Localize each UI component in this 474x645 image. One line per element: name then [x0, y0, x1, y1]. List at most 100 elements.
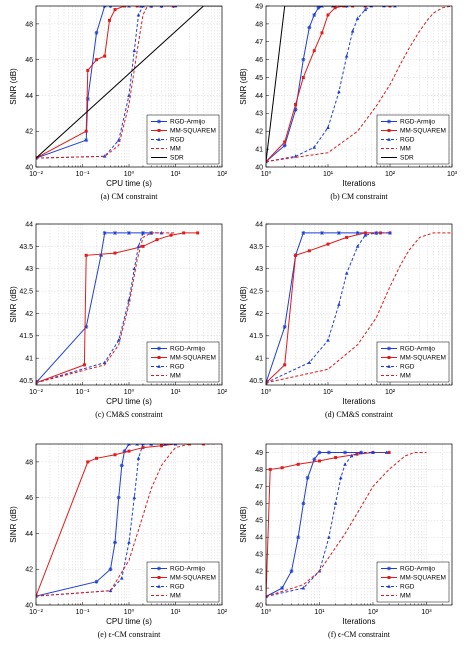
series-line-mm-squarem — [36, 444, 204, 597]
legend-marker — [157, 356, 161, 359]
y-tick-label: 49 — [255, 3, 263, 10]
subfigure-caption: (a) CM constraint — [101, 192, 159, 201]
legend-label: RGD-Armijo — [400, 346, 435, 353]
legend-marker — [157, 364, 161, 368]
data-point — [163, 444, 167, 446]
data-point — [378, 231, 382, 235]
y-tick-label: 40 — [255, 164, 263, 171]
y-tick-label: 45 — [255, 518, 263, 525]
y-tick-label: 46 — [255, 501, 263, 508]
legend-label: MM — [400, 146, 411, 153]
data-point — [293, 107, 298, 112]
x-axis-label: Iterations — [343, 179, 376, 188]
axes-frame — [265, 223, 453, 386]
x-tick-label: 10³ — [447, 171, 458, 178]
data-point — [384, 450, 389, 454]
series-line-rgd-armijo — [266, 232, 377, 383]
subfigure-caption: (b) CM constraint — [330, 192, 388, 201]
data-point — [132, 48, 137, 53]
legend-marker — [387, 576, 391, 579]
axes-frame — [35, 5, 223, 168]
data-point — [187, 444, 191, 446]
axes-frame — [265, 5, 453, 168]
legend: RGD-Armijo MM-SQUAREM RGD MM SDR — [376, 114, 450, 165]
x-tick-label: 10⁰ — [261, 388, 272, 396]
subfigure-caption: (e) ϵ-CM constraint — [98, 630, 162, 639]
data-point — [374, 230, 379, 235]
x-tick-label: 10¹ — [314, 609, 325, 616]
data-point — [127, 449, 131, 453]
data-point — [102, 230, 107, 235]
data-point — [266, 594, 268, 598]
y-axis-label: SINR (dB) — [9, 68, 18, 105]
data-point — [301, 230, 306, 235]
legend-label: RGD-Armijo — [400, 566, 435, 573]
data-point — [363, 7, 368, 11]
x-axis-label: CPU time (s) — [106, 617, 152, 626]
data-point — [171, 6, 175, 8]
y-tick-label: 42 — [25, 129, 33, 136]
y-tick-label: 41 — [255, 356, 263, 363]
series-line-rgd-armijo — [36, 6, 174, 159]
data-point — [160, 444, 164, 448]
data-point — [283, 140, 287, 144]
data-point — [141, 244, 145, 248]
y-tick-label: 44 — [255, 93, 263, 100]
y-tick-label: 45 — [255, 75, 263, 82]
data-point — [301, 57, 306, 62]
data-point — [307, 249, 311, 253]
data-point — [108, 588, 113, 593]
y-tick-label: 42.5 — [19, 288, 33, 295]
data-point — [201, 444, 205, 446]
data-point — [307, 25, 312, 30]
series-group — [36, 230, 200, 385]
series-line-sdr — [266, 6, 390, 162]
data-point — [350, 29, 355, 33]
legend-label: MM — [170, 146, 181, 153]
data-point — [334, 456, 338, 460]
legend-marker — [387, 129, 391, 132]
data-point — [122, 449, 127, 454]
series-line-mm-squarem — [36, 6, 174, 159]
legend-marker — [387, 356, 391, 359]
data-point — [363, 6, 367, 8]
data-point — [84, 138, 89, 143]
y-tick-label: 42 — [255, 569, 263, 576]
chart-panel-3: 10⁰ 10¹ 10² 40.5 41 41.5 42 42.5 43 43.5 44 Iterati… — [239, 221, 453, 419]
data-point — [85, 97, 90, 102]
data-point — [312, 12, 317, 17]
data-point — [127, 540, 131, 544]
series-group — [36, 444, 215, 599]
series-line-rgd — [36, 444, 176, 597]
data-point — [94, 30, 99, 35]
x-tick-label: 10¹ — [170, 171, 181, 178]
series-line-rgd — [266, 6, 395, 163]
series-line-rgd-armijo — [36, 232, 152, 384]
data-point — [312, 49, 316, 53]
legend-marker — [387, 137, 391, 141]
y-tick-label: 43 — [255, 266, 263, 273]
legend-label: MM-SQUAREM — [170, 128, 216, 135]
data-point — [351, 6, 355, 8]
y-tick-label: 44 — [25, 221, 33, 228]
data-point — [136, 12, 141, 17]
data-point — [371, 450, 375, 454]
legend-label: MM — [400, 593, 411, 600]
data-point — [388, 230, 392, 235]
data-point — [86, 460, 90, 464]
legend-label: RGD — [400, 137, 415, 144]
x-tick-label: 10⁰ — [124, 170, 135, 178]
data-point — [349, 453, 354, 458]
x-tick-label: 10⁻² — [29, 389, 43, 396]
data-point — [296, 462, 300, 466]
legend: RGD-Armijo MM-SQUAREM RGD MM — [376, 561, 450, 603]
data-point — [289, 569, 294, 574]
series-line-mm-squarem — [266, 6, 390, 162]
y-tick-label: 44 — [255, 535, 263, 542]
data-point — [135, 6, 139, 8]
legend-label: RGD — [400, 584, 415, 591]
y-tick-label: 42 — [25, 311, 33, 318]
series-line-sdr — [36, 6, 222, 159]
legend-label: RGD — [170, 584, 185, 591]
